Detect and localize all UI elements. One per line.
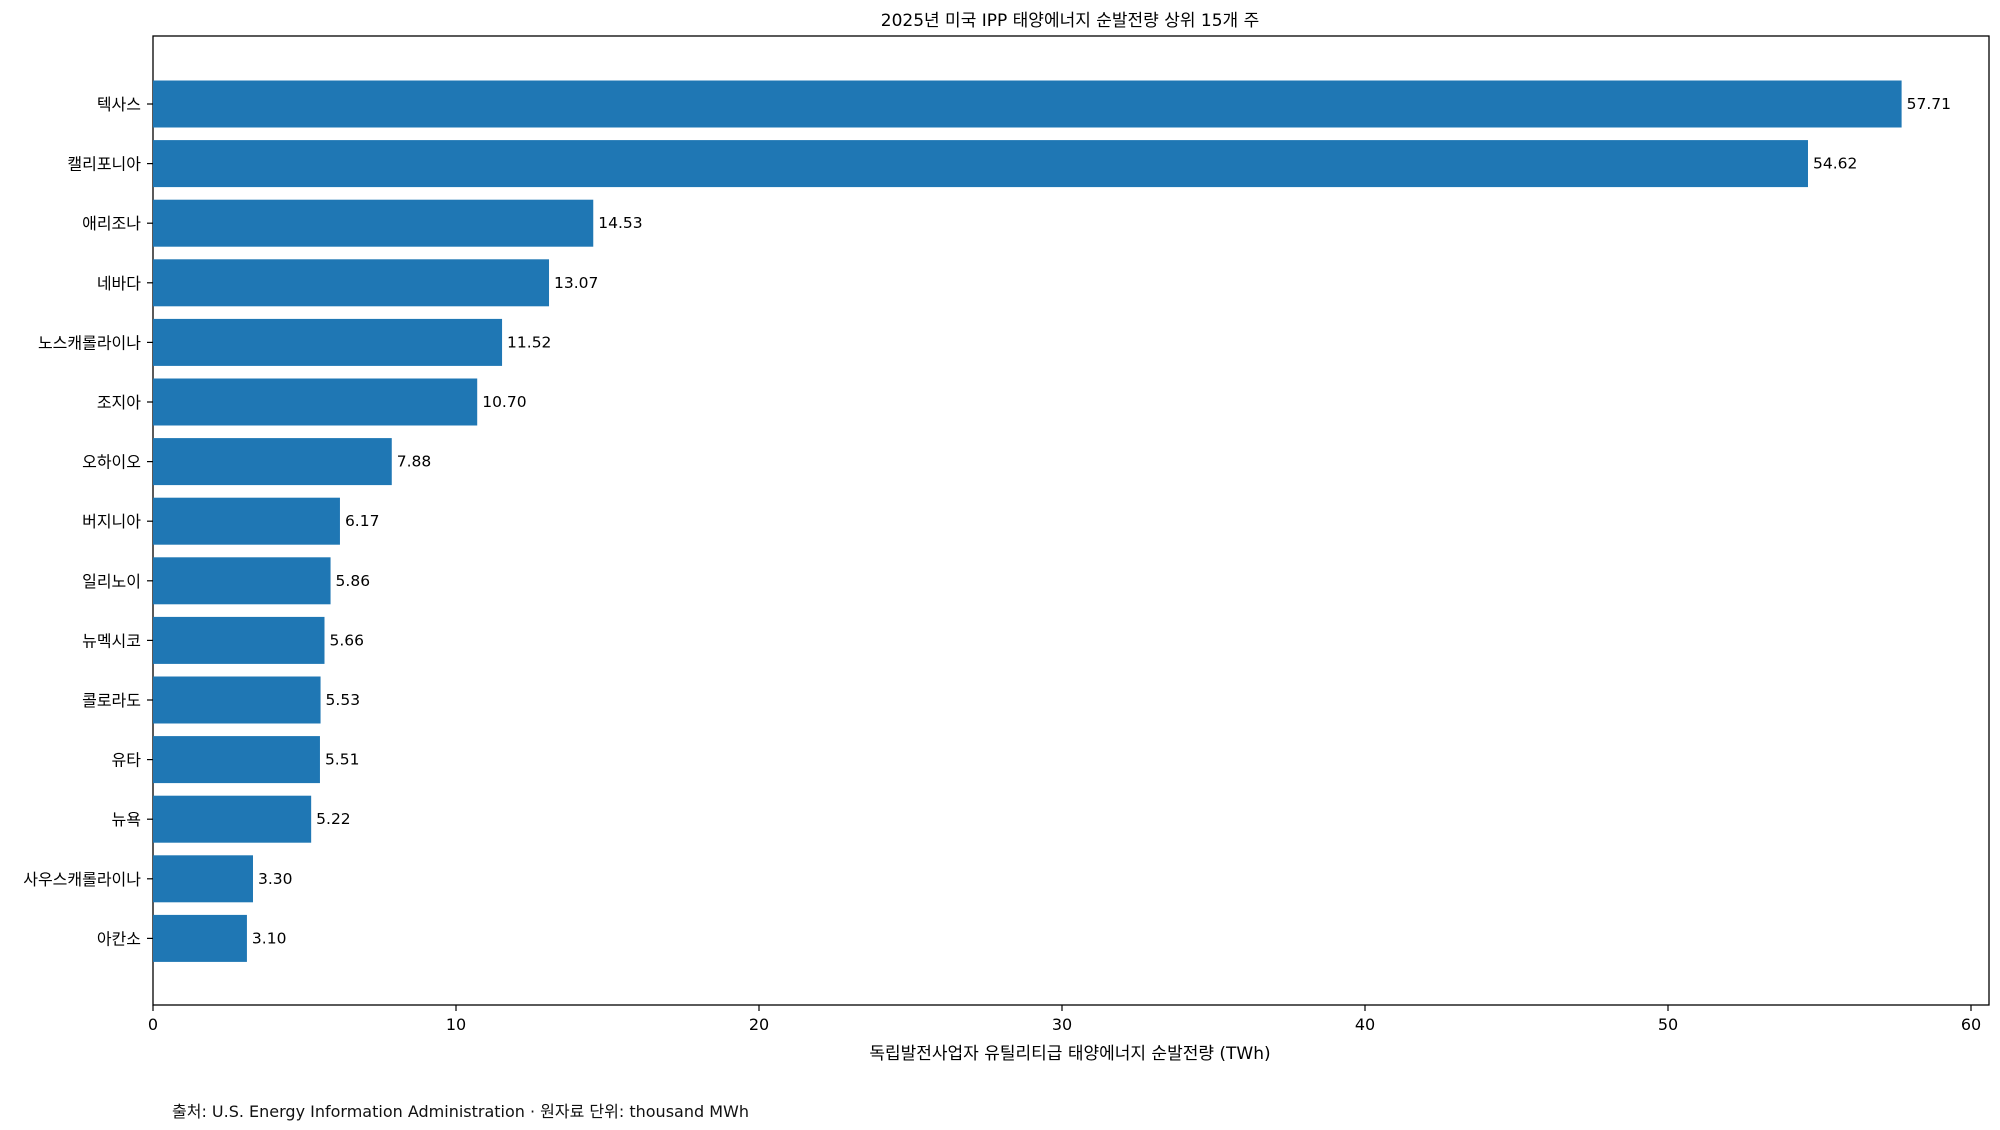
bar bbox=[153, 140, 1808, 188]
x-tick-label: 10 bbox=[446, 1015, 466, 1034]
bars-layer: 57.71 54.62 14.53 13.07 11.52 10.70 7.88 6.17 5.… bbox=[153, 80, 1951, 962]
bar bbox=[153, 736, 320, 784]
bar bbox=[153, 616, 325, 664]
category-label: 노스캐롤라이나 bbox=[38, 333, 141, 352]
bar bbox=[153, 914, 247, 962]
category-label: 아칸소 bbox=[97, 929, 141, 948]
category-label: 애리조나 bbox=[82, 214, 141, 233]
bar-value-label: 5.86 bbox=[336, 572, 371, 590]
bar bbox=[153, 80, 1902, 128]
bar-value-label: 5.66 bbox=[329, 631, 364, 649]
bar-value-label: 57.71 bbox=[1907, 95, 1951, 113]
bar-value-label: 10.70 bbox=[482, 393, 526, 411]
y-axis-categories: 텍사스캘리포니아애리조나네바다노스캐롤라이나조지아오하이오버지니아일리노이뉴멕시… bbox=[23, 95, 153, 948]
category-label: 네바다 bbox=[97, 274, 141, 293]
bar bbox=[153, 438, 392, 486]
bar-value-label: 11.52 bbox=[507, 333, 551, 351]
bar bbox=[153, 378, 478, 426]
category-label: 일리노이 bbox=[82, 572, 141, 591]
category-label: 오하이오 bbox=[82, 453, 141, 472]
x-tick-label: 50 bbox=[1658, 1015, 1678, 1034]
bar bbox=[153, 795, 312, 843]
bar-value-label: 54.62 bbox=[1813, 155, 1857, 173]
category-label: 유타 bbox=[112, 751, 142, 770]
bar-value-label: 5.22 bbox=[316, 810, 351, 828]
category-label: 버지니아 bbox=[82, 512, 141, 531]
category-label: 뉴욕 bbox=[112, 810, 141, 829]
x-tick-label: 20 bbox=[749, 1015, 769, 1034]
bar bbox=[153, 318, 503, 366]
bar-value-label: 7.88 bbox=[397, 453, 432, 471]
category-label: 콜로라도 bbox=[82, 691, 141, 710]
category-label: 사우스캐롤라이나 bbox=[23, 870, 141, 889]
x-tick-label: 40 bbox=[1355, 1015, 1375, 1034]
x-axis-ticks: 0 10 20 30 40 50 60 bbox=[148, 1005, 1981, 1034]
category-label: 텍사스 bbox=[97, 95, 141, 114]
category-label: 캘리포니아 bbox=[67, 155, 141, 174]
bar-value-label: 3.10 bbox=[252, 929, 287, 947]
x-tick-label: 0 bbox=[148, 1015, 158, 1034]
source-footnote: 출처: U.S. Energy Information Administrati… bbox=[172, 1102, 749, 1121]
x-tick-label: 60 bbox=[1961, 1015, 1981, 1034]
bar-value-label: 5.53 bbox=[326, 691, 361, 709]
category-label: 조지아 bbox=[97, 393, 141, 412]
bar bbox=[153, 259, 550, 307]
bar-value-label: 6.17 bbox=[345, 512, 380, 530]
category-label: 뉴멕시코 bbox=[82, 631, 141, 650]
bar bbox=[153, 199, 594, 247]
bar-value-label: 13.07 bbox=[554, 274, 598, 292]
bar bbox=[153, 855, 253, 903]
bar-value-label: 5.51 bbox=[325, 751, 360, 769]
x-tick-label: 30 bbox=[1052, 1015, 1072, 1034]
chart-title: 2025년 미국 IPP 태양에너지 순발전량 상위 15개 주 bbox=[881, 11, 1259, 31]
bar bbox=[153, 497, 340, 545]
x-axis-label: 독립발전사업자 유틸리티급 태양에너지 순발전량 (TWh) bbox=[869, 1044, 1270, 1064]
bar bbox=[153, 676, 321, 724]
bar bbox=[153, 557, 331, 605]
bar-value-label: 14.53 bbox=[598, 214, 642, 232]
bar-value-label: 3.30 bbox=[258, 870, 293, 888]
